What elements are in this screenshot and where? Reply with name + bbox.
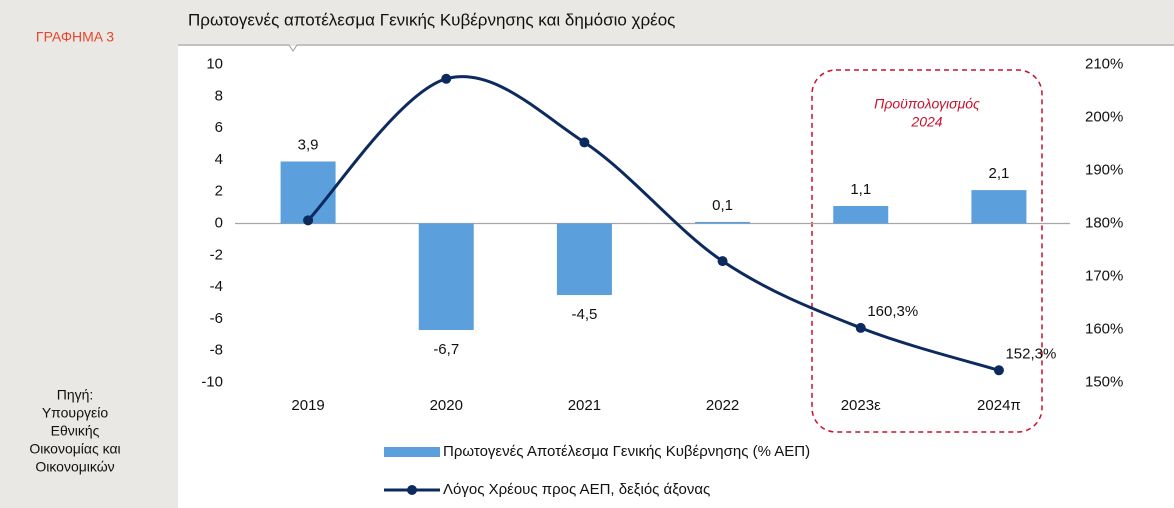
x-tick-label: 2022 (706, 397, 739, 414)
data-label: -6,7 (433, 341, 459, 358)
bar (695, 221, 751, 224)
y2-tick-label: 200% (1085, 108, 1123, 125)
line-marker (579, 137, 590, 148)
x-tick-label: 2024π (977, 397, 1021, 414)
source-line: Οικονομικών (35, 459, 114, 475)
line-marker (717, 256, 728, 267)
title-rule (178, 44, 1174, 52)
y-tick-label: 8 (215, 87, 223, 104)
line-marker (993, 365, 1004, 376)
y-tick-label: 0 (215, 214, 223, 231)
y-tick-label: -4 (210, 278, 223, 295)
y2-tick-label: 150% (1085, 373, 1123, 390)
bar (280, 161, 336, 224)
y-tick-label: -8 (210, 342, 223, 359)
line-marker (303, 215, 314, 226)
source-line: Εθνικής (51, 423, 100, 439)
line-marker (855, 322, 866, 333)
legend-swatch (384, 447, 440, 457)
y-tick-label: -2 (210, 246, 223, 263)
chart-panel (178, 46, 1174, 508)
data-label: 152,3% (1005, 345, 1056, 362)
bar (418, 223, 474, 331)
x-tick-label: 2023ε (841, 397, 881, 414)
legend-label: Πρωτογενές Αποτέλεσμα Γενικής Κυβέρνησης… (443, 443, 810, 460)
x-tick-label: 2019 (291, 397, 324, 414)
debt-line (307, 75, 1000, 372)
y-tick-label: 10 (206, 55, 223, 72)
y2-tick-label: 170% (1085, 267, 1123, 284)
forecast-box (811, 69, 1043, 433)
bar (556, 223, 612, 296)
data-label: 3,9 (298, 136, 319, 153)
data-label: 160,3% (867, 303, 918, 320)
y-tick-label: 2 (215, 183, 223, 200)
y-tick-label: 4 (215, 151, 223, 168)
data-label: 0,1 (712, 197, 733, 214)
chart-title: Πρωτογενές αποτέλεσμα Γενικής Κυβέρνησης… (188, 10, 675, 29)
bar (833, 206, 889, 224)
source-line: Οικονομίας και (29, 441, 120, 457)
figure-label: ΓΡΑΦΗΜΑ 3 (36, 29, 114, 45)
source-line: Πηγή: (57, 387, 94, 403)
data-label: -4,5 (571, 306, 597, 323)
y2-tick-label: 190% (1085, 161, 1123, 178)
y-tick-label: 6 (215, 119, 223, 136)
y-tick-label: -10 (201, 373, 223, 390)
source-line: Υπουργείο (42, 405, 109, 421)
legend-label: Λόγος Χρέους προς ΑΕΠ, δεξιός άξονας (443, 481, 710, 498)
data-label: 1,1 (850, 181, 871, 198)
y2-tick-label: 160% (1085, 320, 1123, 337)
line-marker (441, 73, 452, 84)
x-tick-label: 2021 (568, 397, 601, 414)
annotation: Προϋπολογισμός (874, 96, 980, 112)
legend-marker (407, 485, 417, 495)
data-label: 2,1 (988, 165, 1009, 182)
bar (971, 190, 1027, 224)
x-tick-label: 2020 (430, 397, 463, 414)
y2-tick-label: 210% (1085, 55, 1123, 72)
annotation: 2024 (910, 114, 942, 130)
y2-tick-label: 180% (1085, 214, 1123, 231)
y-tick-label: -6 (210, 310, 223, 327)
